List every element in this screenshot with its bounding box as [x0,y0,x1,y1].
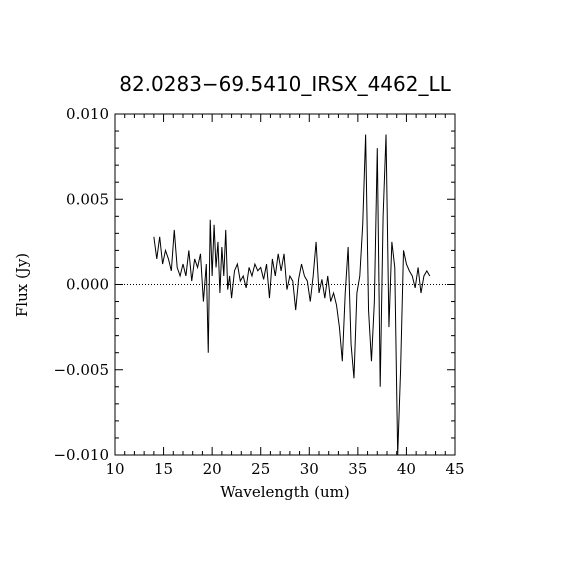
x-tick-label: 30 [300,460,319,478]
x-tick-label: 25 [251,460,270,478]
chart-title: 82.0283−69.5410_IRSX_4462_LL [119,72,451,96]
data-layer [115,134,455,455]
ticks: 10 15 20 25 30 35 40 45 −0.010 −0.005 0.000 0.005 0.… [53,105,464,478]
y-axis-label: Flux (Jy) [13,253,31,317]
y-tick-label: −0.010 [53,446,109,464]
x-tick-label: 45 [445,460,464,478]
x-tick-label: 40 [397,460,416,478]
y-tick-label: 0.005 [66,190,109,208]
y-tick-label: 0.010 [66,105,109,123]
x-tick-label: 35 [348,460,367,478]
x-tick-label: 20 [203,460,222,478]
y-tick-label: 0.000 [66,276,109,294]
x-tick-label: 15 [154,460,173,478]
spectrum-series-line [153,134,431,455]
x-axis-label: Wavelength (um) [220,483,349,501]
y-tick-label: −0.005 [53,361,109,379]
x-tick-label: 10 [105,460,124,478]
